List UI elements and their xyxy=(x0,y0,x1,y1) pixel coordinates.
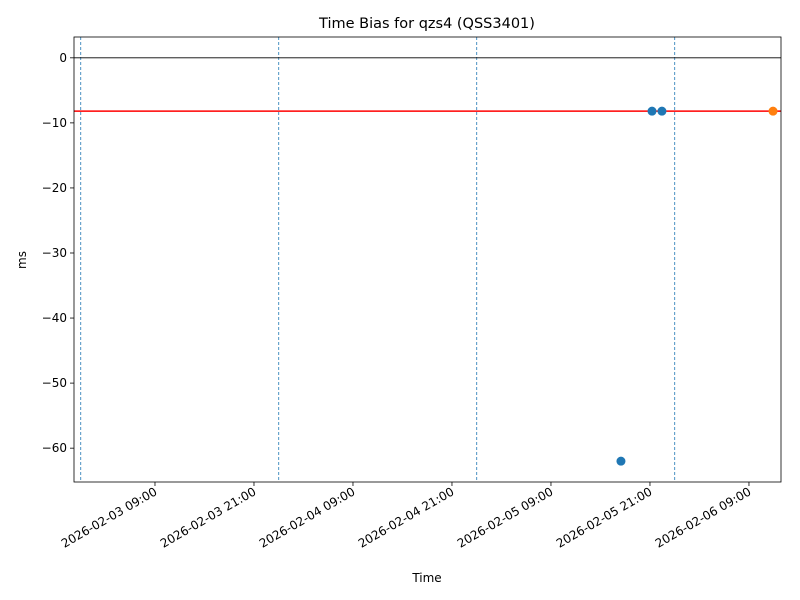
point xyxy=(657,106,667,116)
y-tick-label: 0 xyxy=(59,51,67,65)
x-tick-label: 2026-02-05 09:00 xyxy=(455,484,556,550)
x-tick-label: 2026-02-04 09:00 xyxy=(257,484,358,550)
y-tick-label: −50 xyxy=(42,376,67,390)
point xyxy=(647,106,657,116)
x-tick-label: 2026-02-06 09:00 xyxy=(653,484,754,550)
x-axis-label: Time xyxy=(411,571,441,585)
x-tick-label: 2026-02-03 09:00 xyxy=(59,484,160,550)
y-tick-label: −40 xyxy=(42,311,67,325)
y-tick-label: −20 xyxy=(42,181,67,195)
x-tick-label: 2026-02-04 21:00 xyxy=(356,484,457,550)
x-tick-label: 2026-02-05 21:00 xyxy=(554,484,655,550)
y-tick-label: −30 xyxy=(42,246,67,260)
y-tick-label: −60 xyxy=(42,441,67,455)
plot-frame xyxy=(73,36,782,483)
y-axis-label: ms xyxy=(15,251,29,269)
y-tick-label: −10 xyxy=(42,116,67,130)
point xyxy=(768,106,778,116)
x-tick-label: 2026-02-03 21:00 xyxy=(158,484,259,550)
chart-title: Time Bias for qzs4 (QSS3401) xyxy=(318,16,535,32)
point xyxy=(616,456,626,466)
